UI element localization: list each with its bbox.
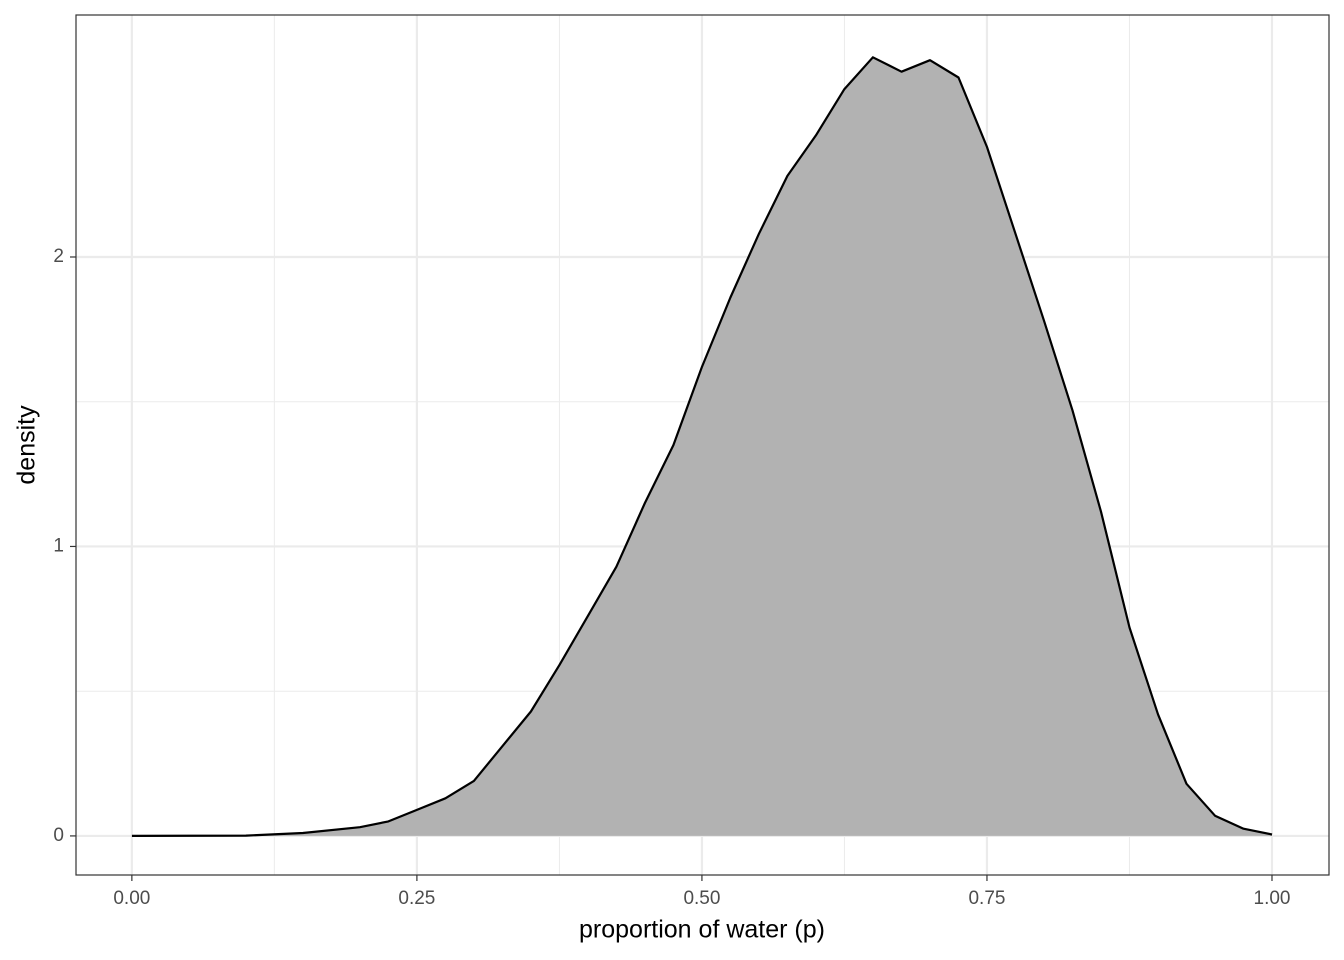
area bbox=[131, 57, 1273, 836]
x-tick-label: 0.50 bbox=[683, 888, 720, 909]
x-axis-title: proportion of water (p) bbox=[579, 916, 825, 944]
y-tick-label: 0 bbox=[53, 825, 64, 846]
x-tick-label: 0.25 bbox=[398, 888, 435, 909]
y-axis-title: density bbox=[13, 405, 41, 485]
y-tick-label: 1 bbox=[53, 535, 64, 556]
x-tick-label: 0.00 bbox=[113, 888, 150, 909]
density-line bbox=[131, 56, 1273, 837]
x-tick-label: 0.75 bbox=[968, 888, 1005, 909]
x-tick-label: 1.00 bbox=[1254, 888, 1291, 909]
y-tick-label: 2 bbox=[53, 246, 64, 267]
